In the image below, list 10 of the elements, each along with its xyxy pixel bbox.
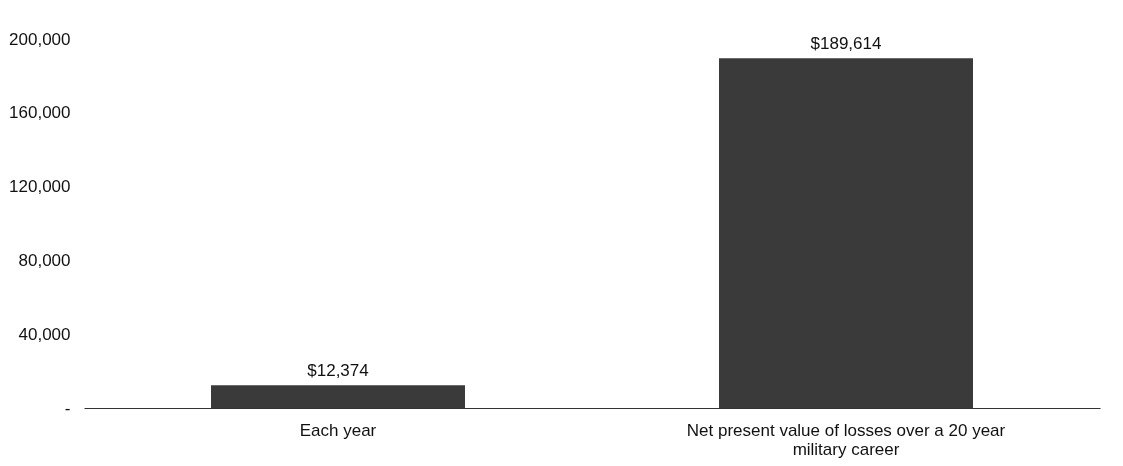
y-tick-label: 120,000 xyxy=(9,177,71,197)
y-tick-label: - xyxy=(64,398,71,418)
x-tick-label: Each year xyxy=(299,420,377,440)
y-tick-label: 200,000 xyxy=(9,29,71,49)
data-label: $189,614 xyxy=(810,34,882,54)
data-label: $12,374 xyxy=(307,361,369,381)
y-tick-label: 80,000 xyxy=(18,250,71,270)
x-tick-label: Net present value of losses over a 20 year military career xyxy=(686,420,1006,459)
y-tick-label: 40,000 xyxy=(18,324,71,344)
y-tick-label: 160,000 xyxy=(9,103,71,123)
